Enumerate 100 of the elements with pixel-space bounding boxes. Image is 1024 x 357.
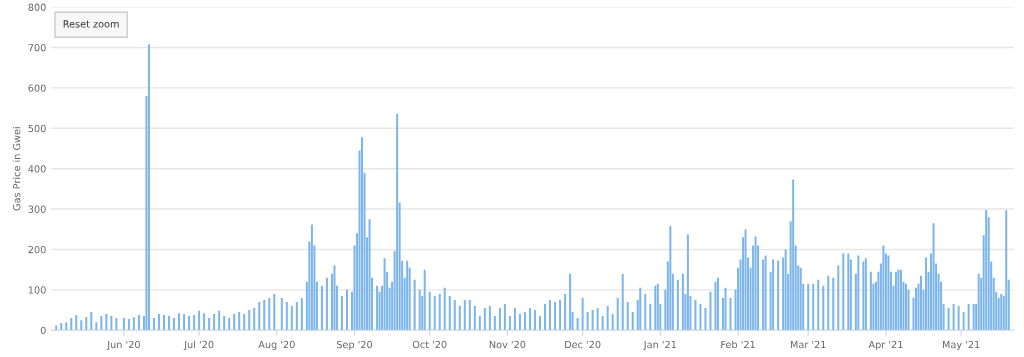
bar: [704, 308, 707, 331]
bar: [591, 310, 594, 331]
bar: [223, 316, 226, 331]
bar: [554, 301, 557, 331]
bar: [253, 308, 256, 331]
bar: [947, 308, 950, 331]
bar: [233, 314, 236, 331]
bar: [616, 297, 619, 331]
bar: [157, 314, 160, 331]
bar: [842, 253, 845, 331]
bar: [173, 318, 176, 331]
bar: [483, 308, 486, 331]
bar: [423, 269, 426, 331]
bar: [285, 301, 288, 331]
bar: [178, 313, 181, 331]
y-tick-label: 0: [40, 326, 46, 335]
bar: [724, 287, 727, 331]
bar: [147, 44, 150, 331]
bar: [90, 312, 93, 331]
bar: [508, 316, 511, 331]
bar: [576, 318, 579, 331]
bar: [862, 261, 865, 331]
bar: [925, 257, 928, 331]
bar: [564, 293, 567, 331]
bar: [290, 305, 293, 331]
bar: [95, 322, 98, 331]
bar: [523, 312, 526, 331]
bar: [857, 255, 860, 331]
bar: [418, 289, 421, 331]
y-tick-label: 700: [28, 44, 46, 52]
bar: [764, 255, 767, 331]
bar: [448, 295, 451, 331]
x-tick-label: Aug '20: [258, 340, 295, 351]
bar: [110, 316, 113, 331]
x-tick-label: May '21: [942, 340, 980, 351]
bar: [428, 291, 431, 331]
bar: [198, 310, 201, 331]
bar: [985, 209, 988, 331]
bar: [340, 295, 343, 331]
bar: [606, 305, 609, 331]
annotation: Reset zoom: [63, 20, 119, 28]
bar: [183, 314, 186, 331]
bar: [228, 318, 231, 331]
bar: [729, 297, 732, 331]
bar: [85, 316, 88, 331]
bar: [105, 314, 108, 331]
bar: [699, 303, 702, 331]
bar: [621, 273, 624, 331]
bar: [132, 317, 135, 331]
bar: [193, 314, 196, 331]
bar: [832, 277, 835, 331]
y-tick-label: 600: [28, 84, 46, 92]
bar: [972, 303, 975, 331]
bar: [822, 285, 825, 331]
bar: [631, 312, 634, 331]
bar: [498, 308, 501, 331]
bar: [920, 275, 923, 331]
y-tick-label: 400: [28, 165, 46, 173]
bar: [137, 314, 140, 331]
bar: [817, 279, 820, 331]
bar: [488, 305, 491, 331]
bar: [772, 259, 775, 331]
bar: [962, 312, 965, 331]
bar: [478, 316, 481, 331]
bar: [611, 314, 614, 331]
bar: [60, 322, 63, 331]
bar: [649, 303, 652, 331]
bar: [716, 277, 719, 331]
bar: [792, 179, 795, 331]
x-tick-label: Oct '20: [412, 340, 447, 349]
bar: [528, 308, 531, 331]
bar: [413, 279, 416, 331]
bar: [977, 273, 980, 331]
x-tick-label: Apr '21: [868, 340, 903, 351]
bar: [967, 303, 970, 331]
bar: [714, 281, 717, 331]
bar: [762, 259, 765, 331]
bar: [869, 271, 872, 331]
bar: [932, 223, 935, 331]
bar: [463, 299, 466, 331]
bar: [75, 314, 78, 331]
bar: [433, 295, 436, 331]
bar: [601, 316, 604, 331]
bar: [559, 299, 562, 331]
bar: [115, 318, 118, 331]
bar: [268, 297, 271, 331]
bar: [518, 314, 521, 331]
bar: [55, 325, 58, 331]
bar: [754, 236, 757, 331]
y-tick-label: 800: [28, 3, 46, 11]
bar: [596, 308, 599, 331]
y-tick-label: 200: [28, 245, 46, 254]
bar: [218, 310, 221, 331]
bar: [503, 303, 506, 331]
bar: [127, 318, 130, 331]
bar: [894, 271, 897, 331]
bar: [957, 305, 960, 331]
bar: [837, 265, 840, 331]
bar: [847, 253, 850, 331]
bar: [549, 299, 552, 331]
